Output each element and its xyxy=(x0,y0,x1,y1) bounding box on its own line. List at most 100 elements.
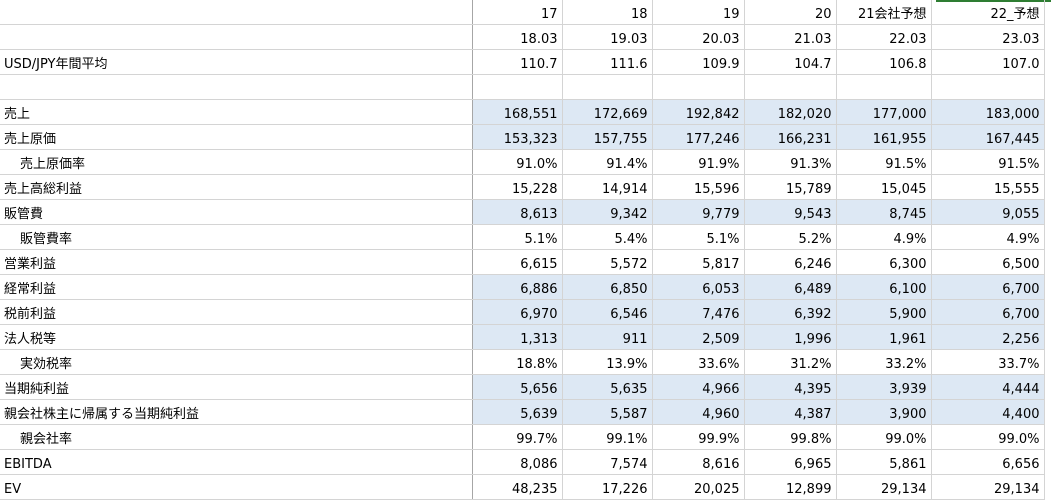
row-label-cell[interactable]: 販管費 xyxy=(0,199,473,225)
row-label-cell[interactable]: 売上高総利益 xyxy=(0,174,473,200)
value-cell[interactable]: 91.0% xyxy=(472,149,563,175)
value-cell[interactable]: 33.2% xyxy=(836,349,932,375)
value-cell[interactable]: 166,231 xyxy=(744,124,837,150)
value-cell[interactable]: 99.9% xyxy=(652,424,745,450)
value-cell[interactable]: 4,400 xyxy=(931,399,1045,425)
value-cell[interactable]: 99.0% xyxy=(931,424,1045,450)
header-period-cell[interactable]: 20.03 xyxy=(652,24,745,50)
value-cell[interactable]: 9,055 xyxy=(931,199,1045,225)
header-period-cell[interactable]: 19.03 xyxy=(562,24,653,50)
value-cell[interactable]: 5,656 xyxy=(472,374,563,400)
value-cell[interactable]: 4.9% xyxy=(836,224,932,250)
value-cell[interactable]: 91.9% xyxy=(652,149,745,175)
value-cell[interactable]: 9,543 xyxy=(744,199,837,225)
value-cell[interactable]: 91.3% xyxy=(744,149,837,175)
header-year-cell[interactable]: 21会社予想 xyxy=(836,0,932,25)
header-period-cell[interactable]: 23.03 xyxy=(931,24,1045,50)
value-cell[interactable]: 15,596 xyxy=(652,174,745,200)
value-cell[interactable]: 6,886 xyxy=(472,274,563,300)
value-cell[interactable]: 172,669 xyxy=(562,99,653,125)
value-cell[interactable]: 1,313 xyxy=(472,324,563,350)
row-label-cell[interactable]: 販管費率 xyxy=(0,224,473,250)
row-label-cell[interactable]: EV xyxy=(0,474,473,500)
value-cell[interactable]: 12,899 xyxy=(744,474,837,500)
value-cell[interactable]: 6,850 xyxy=(562,274,653,300)
value-cell[interactable]: 5,817 xyxy=(652,249,745,275)
value-cell[interactable]: 6,965 xyxy=(744,449,837,475)
value-cell[interactable]: 5,572 xyxy=(562,249,653,275)
value-cell[interactable]: 33.7% xyxy=(931,349,1045,375)
row-label-cell[interactable]: 実効税率 xyxy=(0,349,473,375)
value-cell[interactable]: 6,656 xyxy=(931,449,1045,475)
value-cell[interactable]: 161,955 xyxy=(836,124,932,150)
value-cell[interactable]: 5.1% xyxy=(472,224,563,250)
header-year-cell[interactable]: 17 xyxy=(472,0,563,25)
value-cell[interactable]: 104.7 xyxy=(744,49,837,75)
value-cell[interactable]: 6,300 xyxy=(836,249,932,275)
row-label-cell[interactable]: 売上原価率 xyxy=(0,149,473,175)
value-cell[interactable]: 4,395 xyxy=(744,374,837,400)
value-cell[interactable]: 153,323 xyxy=(472,124,563,150)
value-cell[interactable]: 911 xyxy=(562,324,653,350)
row-label-cell[interactable]: USD/JPY年間平均 xyxy=(0,49,473,75)
value-cell[interactable]: 4,960 xyxy=(652,399,745,425)
row-label-cell[interactable]: 経常利益 xyxy=(0,274,473,300)
header-label-cell[interactable] xyxy=(0,24,473,50)
value-cell[interactable]: 6,246 xyxy=(744,249,837,275)
value-cell[interactable]: 6,100 xyxy=(836,274,932,300)
value-cell[interactable]: 8,616 xyxy=(652,449,745,475)
row-label-cell[interactable]: 親会社率 xyxy=(0,424,473,450)
value-cell[interactable]: 4,966 xyxy=(652,374,745,400)
value-cell[interactable]: 17,226 xyxy=(562,474,653,500)
value-cell[interactable]: 14,914 xyxy=(562,174,653,200)
value-cell[interactable]: 9,342 xyxy=(562,199,653,225)
value-cell[interactable]: 29,134 xyxy=(836,474,932,500)
value-cell[interactable]: 2,509 xyxy=(652,324,745,350)
value-cell[interactable]: 33.6% xyxy=(652,349,745,375)
row-label-cell[interactable]: 当期純利益 xyxy=(0,374,473,400)
header-year-cell[interactable]: 19 xyxy=(652,0,745,25)
value-cell[interactable]: 6,700 xyxy=(931,299,1045,325)
value-cell[interactable]: 157,755 xyxy=(562,124,653,150)
value-cell[interactable]: 15,228 xyxy=(472,174,563,200)
empty-cell[interactable] xyxy=(652,74,745,100)
value-cell[interactable]: 18.8% xyxy=(472,349,563,375)
value-cell[interactable]: 99.7% xyxy=(472,424,563,450)
value-cell[interactable]: 192,842 xyxy=(652,99,745,125)
value-cell[interactable]: 99.1% xyxy=(562,424,653,450)
row-label-cell[interactable]: 親会社株主に帰属する当期純利益 xyxy=(0,399,473,425)
value-cell[interactable]: 15,555 xyxy=(931,174,1045,200)
value-cell[interactable]: 29,134 xyxy=(931,474,1045,500)
empty-cell[interactable] xyxy=(472,74,563,100)
value-cell[interactable]: 8,613 xyxy=(472,199,563,225)
value-cell[interactable]: 91.5% xyxy=(931,149,1045,175)
value-cell[interactable]: 3,900 xyxy=(836,399,932,425)
value-cell[interactable]: 5.1% xyxy=(652,224,745,250)
value-cell[interactable]: 110.7 xyxy=(472,49,563,75)
header-year-cell[interactable]: 18 xyxy=(562,0,653,25)
value-cell[interactable]: 15,045 xyxy=(836,174,932,200)
value-cell[interactable]: 5,639 xyxy=(472,399,563,425)
value-cell[interactable]: 177,246 xyxy=(652,124,745,150)
header-year-cell[interactable]: 20 xyxy=(744,0,837,25)
value-cell[interactable]: 9,779 xyxy=(652,199,745,225)
value-cell[interactable]: 182,020 xyxy=(744,99,837,125)
value-cell[interactable]: 8,745 xyxy=(836,199,932,225)
row-label-cell[interactable]: 売上 xyxy=(0,99,473,125)
value-cell[interactable]: 6,489 xyxy=(744,274,837,300)
value-cell[interactable]: 5,587 xyxy=(562,399,653,425)
empty-cell[interactable] xyxy=(836,74,932,100)
row-label-cell[interactable]: EBITDA xyxy=(0,449,473,475)
value-cell[interactable]: 6,053 xyxy=(652,274,745,300)
value-cell[interactable]: 6,700 xyxy=(931,274,1045,300)
empty-cell[interactable] xyxy=(0,74,473,100)
value-cell[interactable]: 31.2% xyxy=(744,349,837,375)
value-cell[interactable]: 6,546 xyxy=(562,299,653,325)
value-cell[interactable]: 8,086 xyxy=(472,449,563,475)
header-period-cell[interactable]: 18.03 xyxy=(472,24,563,50)
empty-cell[interactable] xyxy=(931,74,1045,100)
value-cell[interactable]: 13.9% xyxy=(562,349,653,375)
value-cell[interactable]: 7,476 xyxy=(652,299,745,325)
value-cell[interactable]: 5.2% xyxy=(744,224,837,250)
row-label-cell[interactable]: 営業利益 xyxy=(0,249,473,275)
